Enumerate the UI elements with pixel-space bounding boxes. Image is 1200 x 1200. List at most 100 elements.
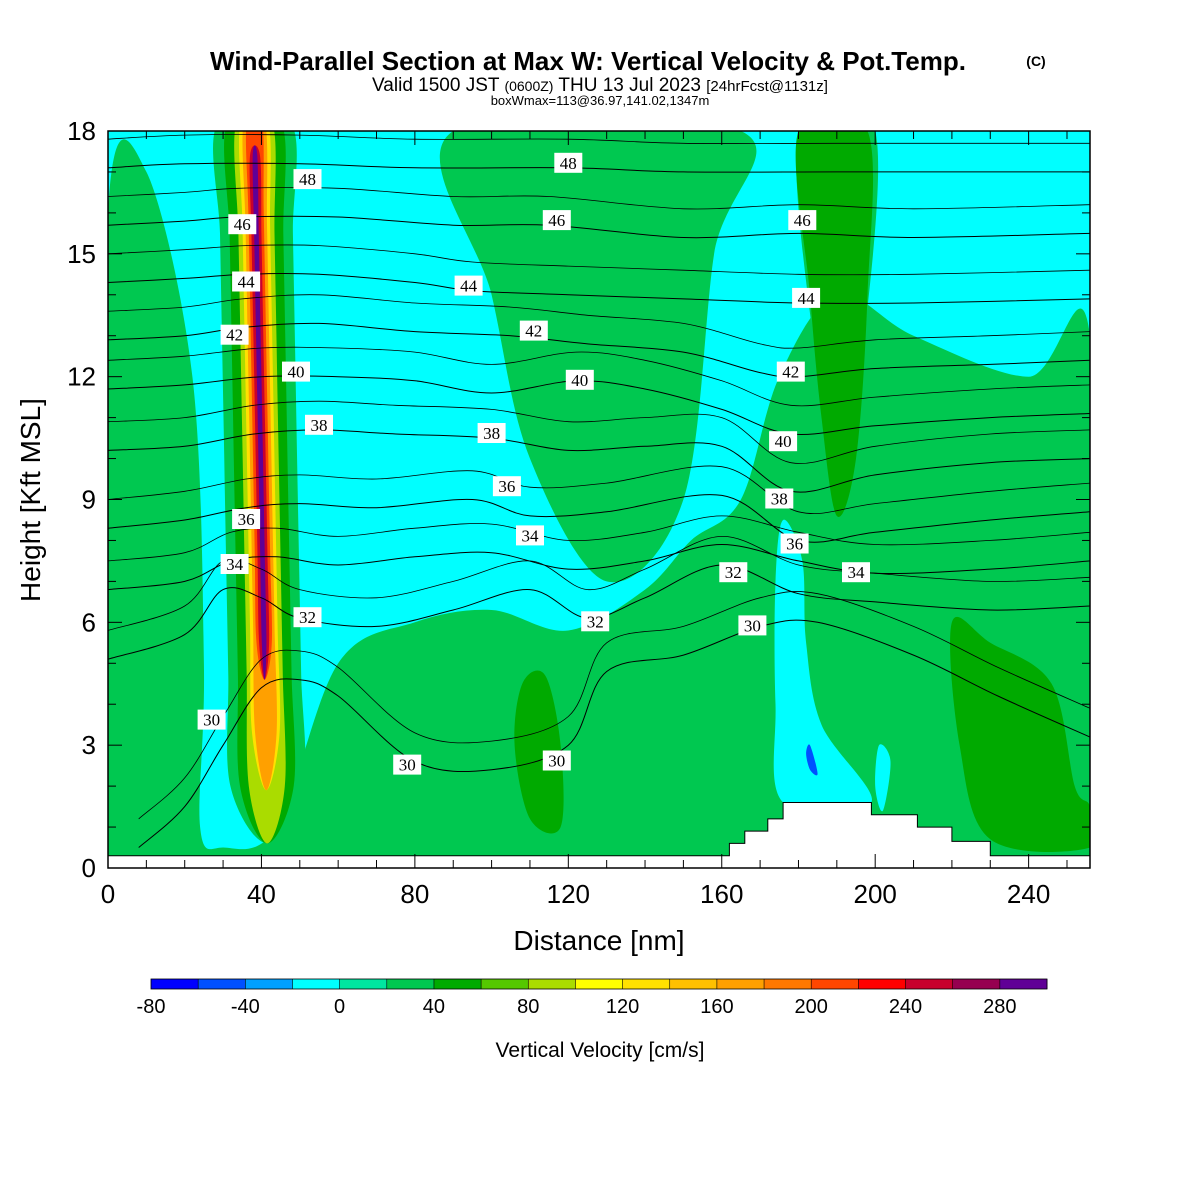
isentrope-30-minor (138, 591, 1090, 820)
contour-label-text: 36 (498, 477, 515, 496)
contour-label-box (454, 275, 483, 296)
contour-label-box (197, 709, 226, 730)
contour-label-29: 30 (738, 615, 767, 636)
contour-label-3: 46 (542, 210, 571, 231)
w-region-10 (806, 744, 818, 776)
contour-label-17: 36 (232, 509, 261, 529)
colorbar-tick-label: 280 (983, 996, 1016, 1018)
colorbar-swatch (622, 979, 671, 989)
contour-label-text: 46 (794, 211, 811, 230)
colorbar-swatch (339, 979, 388, 989)
subtitle-valid: Valid 1500 JST (372, 75, 500, 96)
contour-label-22: 34 (842, 562, 870, 583)
contour-label-18: 36 (492, 476, 521, 497)
y-tick-label: 3 (82, 730, 96, 760)
isentrope-34-minor (108, 515, 1090, 562)
contour-label-25: 32 (719, 562, 748, 583)
colorbar-frame (150, 978, 1048, 990)
isentrope-30 (138, 619, 1090, 848)
contour-label-21: 34 (516, 525, 544, 546)
isentrope-46-minor (108, 187, 1090, 210)
isentrope-labels: 48 48 46 46 46 44 44 44 42 42 42 40 40 40 38 38 38 36 36 36… (197, 152, 870, 775)
contour-label-text: 42 (226, 326, 243, 345)
colorbar-swatch (386, 979, 435, 989)
contour-label-box (293, 607, 322, 628)
contour-label-text: 36 (786, 535, 803, 554)
contour-label-24: 32 (581, 611, 610, 632)
contour-label-text: 38 (771, 490, 788, 509)
contour-label-9: 42 (519, 320, 548, 341)
contour-label-19: 36 (780, 533, 809, 554)
contour-label-text: 32 (299, 608, 316, 627)
contour-label-6: 44 (454, 275, 483, 296)
contour-label-11: 40 (282, 361, 310, 382)
contour-label-text: 44 (238, 273, 256, 292)
contour-label-8: 42 (220, 324, 249, 345)
contour-label-box (765, 488, 794, 509)
contour-label-box (305, 414, 333, 435)
w-region-5 (514, 670, 564, 834)
colorbar-swatch (858, 979, 907, 989)
contour-label-box (220, 554, 249, 574)
contour-label-16: 38 (765, 488, 794, 509)
contour-label-box (228, 214, 257, 235)
contour-label-1: 48 (554, 152, 583, 173)
contour-label-text: 34 (522, 526, 540, 545)
colorbar-tick-label: 200 (795, 996, 828, 1018)
colorbar-swatch (245, 979, 293, 989)
x-tick-label: 80 (400, 879, 429, 909)
w-region-9 (875, 744, 891, 812)
w-region-8 (948, 131, 1066, 188)
isentrope-44-minor (108, 244, 1090, 276)
contour-label-box (542, 210, 571, 231)
colorbar-swatch (811, 979, 859, 989)
contour-label-12: 40 (565, 369, 594, 390)
y-tick-label: 0 (82, 853, 96, 883)
isentrope-42-minor (108, 294, 1090, 349)
contour-label-text: 32 (587, 612, 604, 631)
contour-label-box (776, 361, 805, 382)
contour-label-box (492, 476, 521, 497)
colorbar-swatch (764, 979, 812, 989)
y-tick-label: 9 (82, 485, 96, 515)
subtitle-utc: (0600Z) (504, 78, 553, 94)
plot-area: 48 48 46 46 46 44 44 44 42 42 42 40 40 40 38 38 38 36 36 36… (108, 131, 1090, 868)
contour-label-box (780, 533, 809, 554)
contour-label-text: 36 (238, 510, 255, 529)
contour-label-2: 46 (228, 214, 257, 235)
colorbar-swatch (905, 979, 954, 989)
isentrope-36-minor (108, 465, 1090, 515)
x-tick-label: 200 (853, 879, 896, 909)
colorbar-tick-label: -80 (137, 996, 166, 1018)
x-axis-label: Distance [nm] (513, 925, 684, 956)
w-region-4 (950, 616, 1090, 852)
contour-label-box (519, 320, 548, 341)
contour-label-box (293, 169, 322, 190)
chart-subtitle: Valid 1500 JST (0600Z) THU 13 Jul 2023 [… (372, 75, 828, 96)
contour-label-box (554, 152, 583, 173)
colorbar-swatch (433, 979, 482, 989)
y-tick-label: 15 (67, 239, 96, 269)
y-tick-label: 12 (67, 362, 96, 392)
contour-label-text: 44 (798, 289, 816, 308)
colorbar-tick-label: 240 (889, 996, 922, 1018)
colorbar-swatch (716, 979, 765, 989)
x-axis: 0 40 80 120 160 200 240 (101, 131, 1068, 909)
colorbar-swatch (198, 979, 246, 989)
colorbar-swatch (952, 979, 1001, 989)
contour-label-23: 32 (293, 607, 322, 628)
x-tick-label: 120 (547, 879, 590, 909)
y-tick-label: 6 (82, 607, 96, 637)
colorbar-tick-label: -40 (231, 996, 260, 1018)
contour-label-box (393, 754, 422, 775)
contour-label-box (282, 361, 310, 382)
w-region-6 (338, 273, 367, 524)
contour-label-text: 34 (848, 563, 866, 582)
colorbar-swatch (575, 979, 624, 989)
contour-label-text: 40 (571, 371, 588, 390)
contour-label-box (565, 369, 594, 390)
contour-label-box (581, 611, 610, 632)
contour-label-box (220, 324, 249, 345)
contour-label-text: 30 (203, 711, 220, 730)
